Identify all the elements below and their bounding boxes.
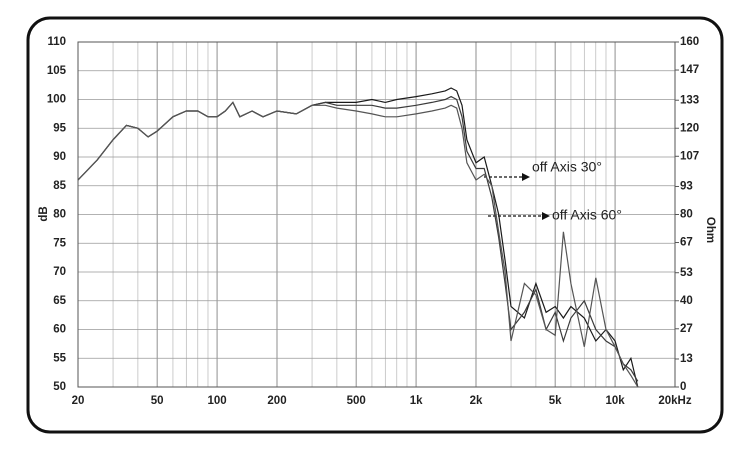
y2-tick-label: 27 bbox=[680, 323, 693, 335]
y-tick-label: 100 bbox=[47, 94, 66, 106]
x-tick-label: 50 bbox=[151, 395, 164, 407]
y2-tick-label: 147 bbox=[680, 64, 699, 76]
y2-tick-label: 160 bbox=[680, 36, 699, 48]
y2-tick-label: 120 bbox=[680, 122, 699, 134]
x-tick-label: 5k bbox=[549, 395, 562, 407]
x-tick-label: 100 bbox=[208, 395, 227, 407]
y2-tick-label: 13 bbox=[680, 353, 693, 365]
y2-tick-label: 67 bbox=[680, 237, 693, 249]
y2-tick-label: 133 bbox=[680, 94, 699, 106]
y2-tick-label: 53 bbox=[680, 267, 693, 279]
arrow-head bbox=[542, 212, 550, 220]
y-tick-label: 65 bbox=[53, 295, 66, 307]
x-tick-label: 2k bbox=[470, 395, 483, 407]
y-tick-label: 55 bbox=[53, 352, 66, 364]
x-tick-label: 1k bbox=[410, 395, 423, 407]
response-line bbox=[77, 101, 639, 388]
y2-tick-label: 40 bbox=[680, 295, 693, 307]
x-tick-label: 20 bbox=[72, 395, 85, 407]
y-tick-label: 95 bbox=[53, 122, 66, 134]
y-tick-label: 105 bbox=[47, 65, 67, 77]
arrow-head bbox=[522, 173, 530, 181]
x-tick-label: 20kHz bbox=[658, 395, 691, 407]
y2-axis-label: Ohm bbox=[704, 217, 716, 243]
y-tick-label: 110 bbox=[47, 36, 66, 48]
x-tick-label: 200 bbox=[267, 395, 286, 407]
y-axis-label: dB bbox=[38, 206, 50, 221]
arrows bbox=[484, 176, 542, 217]
y-tick-label: 90 bbox=[53, 151, 66, 163]
y-tick-label: 60 bbox=[53, 324, 66, 336]
x-tick-label: 10k bbox=[606, 395, 626, 407]
response-line bbox=[77, 87, 639, 388]
annotation: off Axis 60° bbox=[552, 207, 622, 223]
y2-tick-label: 80 bbox=[680, 209, 693, 221]
y-tick-label: 85 bbox=[53, 180, 66, 192]
annotation: off Axis 30° bbox=[532, 159, 602, 175]
response-line bbox=[77, 95, 639, 382]
y2-tick-label: 93 bbox=[680, 181, 693, 193]
y-tick-label: 75 bbox=[53, 237, 66, 249]
y-tick-label: 80 bbox=[53, 209, 66, 221]
y2-tick-label: 0 bbox=[680, 381, 686, 393]
y-tick-label: 70 bbox=[53, 266, 66, 278]
x-tick-label: 500 bbox=[347, 395, 366, 407]
frame bbox=[26, 16, 724, 434]
y-tick-label: 50 bbox=[53, 381, 66, 393]
y2-tick-label: 107 bbox=[680, 150, 699, 162]
